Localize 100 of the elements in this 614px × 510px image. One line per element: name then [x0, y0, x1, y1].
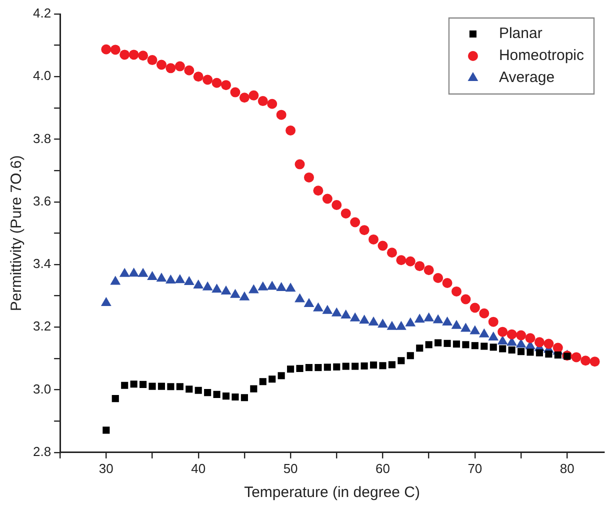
point — [432, 314, 444, 324]
y-tick-label: 3.4 — [32, 256, 52, 272]
point — [350, 217, 360, 228]
point — [451, 320, 462, 329]
point — [379, 362, 386, 370]
point — [370, 362, 378, 369]
point — [478, 328, 490, 338]
point — [414, 261, 425, 272]
point — [359, 225, 370, 236]
point — [470, 302, 480, 313]
point — [350, 312, 360, 322]
point — [324, 364, 331, 371]
point — [424, 312, 434, 322]
point — [259, 378, 266, 386]
point — [314, 364, 322, 372]
point — [396, 320, 406, 330]
point — [258, 281, 268, 290]
point — [268, 376, 276, 383]
point — [230, 87, 240, 98]
point — [405, 256, 416, 266]
point — [166, 63, 176, 74]
point — [434, 339, 442, 346]
point — [471, 342, 478, 350]
point — [276, 110, 286, 120]
point — [480, 342, 488, 350]
point — [138, 268, 148, 277]
point — [462, 341, 470, 348]
x-tick-label: 30 — [98, 460, 114, 476]
point — [100, 297, 112, 306]
point — [488, 331, 499, 340]
point — [470, 325, 480, 334]
legend-label: Average — [498, 69, 555, 86]
point — [516, 330, 526, 340]
point — [138, 50, 148, 61]
y-tick-label: 4.2 — [32, 6, 52, 21]
point — [119, 268, 130, 277]
point — [424, 265, 434, 276]
point — [517, 348, 525, 356]
point — [296, 364, 304, 372]
point — [250, 385, 258, 392]
point — [248, 284, 259, 294]
x-tick-label: 60 — [376, 460, 390, 476]
point — [287, 366, 294, 373]
point — [276, 282, 287, 291]
point — [285, 282, 296, 292]
point — [368, 234, 379, 244]
point — [571, 352, 582, 362]
point — [526, 348, 534, 356]
point — [368, 316, 379, 326]
point — [286, 125, 296, 136]
point — [248, 90, 259, 100]
point — [544, 338, 554, 349]
point — [442, 316, 452, 326]
point — [378, 240, 388, 251]
y-tick-label: 3.8 — [32, 130, 52, 146]
point — [398, 357, 405, 364]
y-axis-title: Permittivity (Pure 7O.6) — [8, 155, 26, 312]
point — [386, 248, 397, 258]
point — [240, 394, 248, 402]
point — [304, 172, 314, 182]
point — [147, 55, 158, 66]
point — [166, 274, 176, 284]
point — [322, 304, 333, 314]
point — [460, 322, 471, 332]
point — [213, 390, 220, 398]
point — [498, 326, 508, 337]
point — [158, 382, 166, 390]
x-axis-title: Temperature (in degree C) — [244, 484, 420, 502]
point — [414, 314, 425, 323]
point — [239, 291, 250, 300]
x-tick-label: 50 — [283, 460, 298, 476]
x-tick-label: 40 — [191, 460, 206, 476]
point — [174, 61, 185, 72]
point — [222, 392, 230, 400]
point — [516, 338, 526, 348]
point — [313, 186, 324, 196]
y-tick-label: 2.8 — [32, 444, 52, 459]
point — [360, 362, 368, 370]
point — [322, 194, 332, 204]
point — [580, 356, 591, 366]
y-tick-label: 3.6 — [32, 193, 52, 208]
point — [266, 280, 278, 290]
point — [278, 372, 285, 380]
point — [147, 271, 158, 280]
point — [534, 337, 544, 348]
point — [204, 389, 212, 396]
point — [331, 307, 342, 316]
point — [305, 364, 313, 372]
point — [332, 200, 342, 210]
point — [340, 208, 351, 218]
point — [239, 92, 250, 103]
y-tick-label: 3.0 — [32, 381, 52, 396]
point — [552, 342, 563, 353]
point — [130, 380, 138, 388]
point — [490, 344, 497, 351]
point — [451, 286, 462, 296]
point — [405, 317, 416, 326]
point — [156, 60, 166, 70]
y-tick-label: 4.0 — [32, 68, 52, 84]
point — [258, 96, 268, 106]
